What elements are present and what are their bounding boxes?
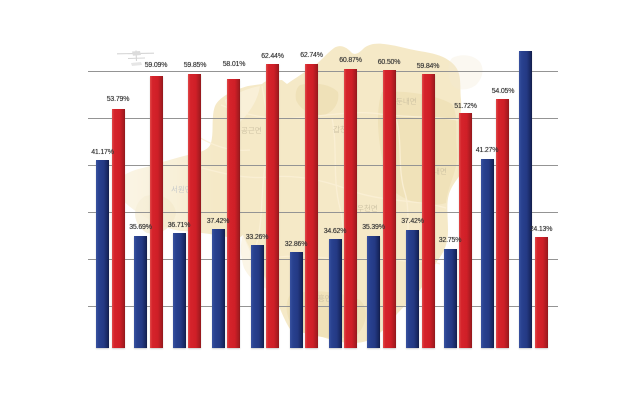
svg-text:둔내면: 둔내면: [396, 96, 417, 106]
svg-text:안흥면: 안흥면: [311, 293, 332, 303]
svg-text:내면: 내면: [433, 166, 447, 176]
svg-text:갑천면: 갑천면: [333, 124, 354, 134]
svg-text:공근면: 공근면: [241, 125, 262, 135]
svg-text:우천면: 우천면: [357, 203, 378, 213]
svg-text:서원면: 서원면: [171, 184, 192, 194]
